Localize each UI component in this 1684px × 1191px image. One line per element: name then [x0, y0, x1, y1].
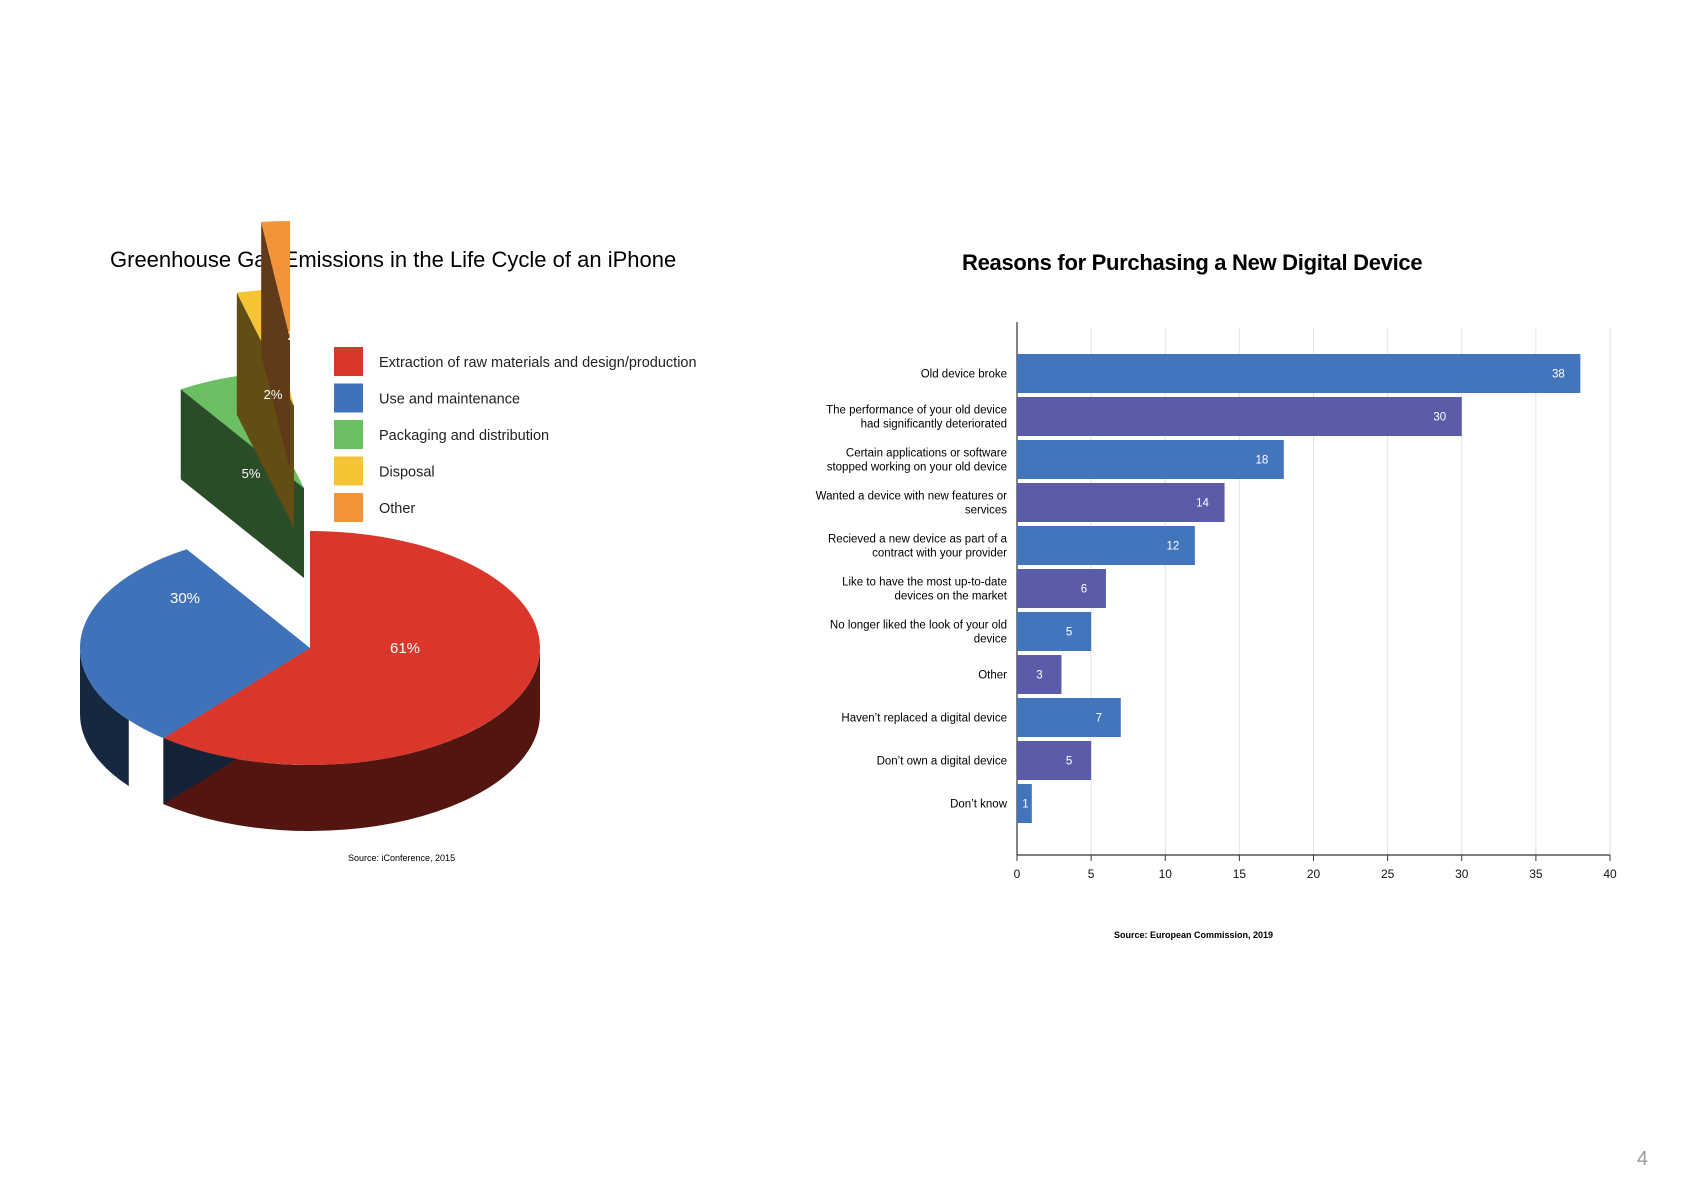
pie-chart: 61% 30% 5% 2% 2% Extraction of raw materials …	[80, 221, 697, 831]
legend-label: Disposal	[379, 465, 435, 481]
bar-value-label: 5	[1066, 627, 1072, 639]
legend-label: Use and maintenance	[379, 392, 520, 408]
bar	[1017, 698, 1121, 737]
bar-category-label: No longer liked the look of your old devi…	[830, 620, 1007, 646]
legend-swatch	[334, 347, 363, 376]
pie-slice	[80, 549, 310, 739]
bar-category-label: Haven’t replaced a digital device	[841, 713, 1007, 725]
pie-chart-source: Source: iConference, 2015	[348, 853, 456, 863]
x-tick-label: 35	[1529, 867, 1543, 881]
bar	[1017, 741, 1092, 780]
bar-category-label: The performance of your old device had si…	[826, 405, 1007, 431]
bar-category-label: Don’t own a digital device	[877, 756, 1007, 768]
legend-swatch	[334, 420, 363, 449]
pie-slice	[163, 531, 540, 765]
pie-slice-label: 5%	[242, 466, 261, 481]
bar	[1017, 612, 1092, 651]
pie-slice-label: 2%	[264, 387, 283, 402]
pie-slice-label: 2%	[288, 328, 307, 343]
legend-label: Extraction of raw materials and design/p…	[379, 355, 697, 371]
x-tick-label: 25	[1381, 867, 1395, 881]
legend-label: Packaging and distribution	[379, 428, 549, 444]
bar	[1017, 440, 1284, 479]
x-tick-label: 40	[1603, 867, 1617, 881]
legend-swatch	[334, 383, 363, 413]
bar	[1017, 526, 1195, 565]
bar-value-label: 38	[1552, 369, 1565, 381]
bar-value-label: 5	[1066, 756, 1072, 768]
bar	[1017, 483, 1225, 522]
bar-value-label: 12	[1167, 541, 1180, 553]
bar	[1017, 655, 1062, 694]
bar-category-label: Old device broke	[921, 369, 1007, 381]
bar	[1017, 569, 1106, 608]
pie-slice-side	[163, 648, 540, 831]
bar-category-label: Other	[978, 670, 1007, 682]
x-tick-label: 30	[1455, 867, 1469, 881]
x-tick-label: 15	[1233, 867, 1247, 881]
bar-chart-source: Source: European Commission, 2019	[1114, 930, 1274, 940]
bar-category-label: Don’t know	[950, 799, 1008, 811]
bar-chart-title: Reasons for Purchasing a New Digital Dev…	[962, 250, 1423, 275]
bar-category-label: Like to have the most up-to-date devices …	[842, 577, 1008, 603]
pie-slice-side	[261, 221, 290, 470]
bar-category-label: Recieved a new device as part of a contra…	[828, 534, 1008, 560]
legend-swatch	[334, 493, 363, 522]
bar	[1017, 397, 1462, 436]
pie-slice-side	[80, 648, 129, 787]
pie-main-body	[80, 531, 540, 831]
page-number: 4	[1636, 1148, 1648, 1170]
legend-label: Other	[379, 501, 415, 517]
x-tick-label: 20	[1307, 867, 1321, 881]
pie-chart-title: Greenhouse Gas Emissions in the Life Cyc…	[110, 247, 677, 272]
x-tick-label: 0	[1014, 867, 1021, 881]
x-tick-label: 5	[1088, 867, 1095, 881]
bar-value-label: 1	[1022, 799, 1028, 811]
bar-value-label: 7	[1096, 713, 1102, 725]
pie-slice-side	[180, 389, 304, 578]
pie-legend: Extraction of raw materials and design/p…	[334, 347, 697, 522]
bar-category-label: Certain applications or software stopped …	[827, 448, 1007, 474]
pie-slice-label: 61%	[390, 640, 420, 657]
pie-slice-label: 30%	[170, 590, 200, 607]
bar-value-label: 6	[1081, 584, 1087, 596]
x-tick-label: 10	[1159, 867, 1173, 881]
pie-exploded-slices	[180, 221, 304, 578]
bar	[1017, 784, 1032, 823]
bar-value-label: 3	[1036, 670, 1042, 682]
pie-slice	[261, 221, 290, 338]
bar	[1017, 354, 1581, 393]
legend-swatch	[334, 456, 363, 486]
pie-slice-side	[236, 292, 294, 528]
bar-value-label: 30	[1433, 412, 1446, 424]
bar-category-label: Wanted a device with new features or serv…	[816, 491, 1008, 517]
bar-value-label: 14	[1196, 498, 1209, 510]
bar-value-label: 18	[1255, 455, 1268, 467]
